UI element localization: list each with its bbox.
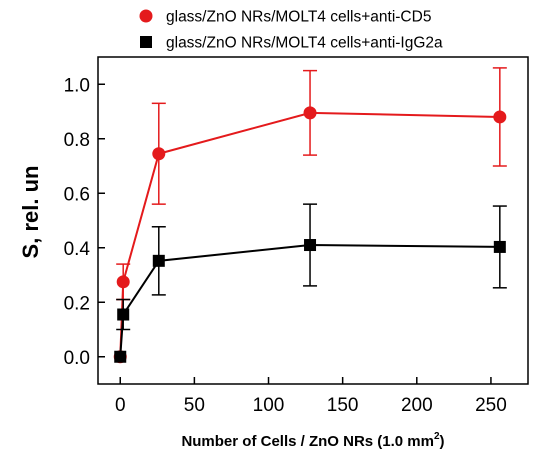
y-axis-label: S, rel. un bbox=[18, 166, 43, 259]
data-point bbox=[493, 240, 506, 253]
data-point bbox=[493, 110, 507, 124]
plot-area-frame bbox=[97, 56, 529, 385]
data-point bbox=[117, 308, 130, 321]
data-point bbox=[304, 239, 317, 252]
legend-label: glass/ZnO NRs/MOLT4 cells+anti-CD5 bbox=[166, 9, 431, 26]
y-tick-label: 0.2 bbox=[64, 293, 90, 314]
y-tick-label: 0.0 bbox=[64, 348, 90, 369]
y-tick-label: 0.6 bbox=[64, 184, 90, 205]
x-axis: 0 50 100 150 200 250 bbox=[115, 377, 507, 416]
x-tick-label: 250 bbox=[475, 395, 507, 416]
x-axis-label-superscript: 2 bbox=[434, 431, 440, 442]
legend-marker bbox=[140, 36, 152, 48]
data-point bbox=[152, 147, 166, 161]
y-tick-label: 1.0 bbox=[64, 75, 90, 96]
legend-label: glass/ZnO NRs/MOLT4 cells+anti-IgG2a bbox=[166, 35, 443, 52]
data-point bbox=[303, 106, 317, 120]
data-point bbox=[114, 350, 127, 363]
y-tick-label: 0.4 bbox=[64, 239, 91, 260]
x-tick-label: 0 bbox=[115, 395, 126, 416]
legend-marker bbox=[139, 9, 153, 23]
data-point bbox=[116, 275, 130, 289]
x-tick-label: 50 bbox=[184, 395, 205, 416]
series-layer bbox=[113, 67, 507, 364]
x-tick-label: 150 bbox=[327, 395, 359, 416]
data-point bbox=[152, 254, 165, 267]
y-tick-label: 0.8 bbox=[64, 130, 90, 151]
y-axis: 0.0 0.2 0.4 0.6 0.8 1.0 bbox=[64, 75, 105, 369]
legend: glass/ZnO NRs/MOLT4 cells+anti-CD5 glass/… bbox=[139, 9, 443, 52]
x-tick-label: 100 bbox=[253, 395, 285, 416]
x-tick-label: 200 bbox=[401, 395, 433, 416]
x-axis-label: Number of Cells / ZnO NRs (1.0 mm2) bbox=[181, 431, 444, 450]
series-2 bbox=[114, 203, 507, 363]
x-axis-label-main: Number of Cells / ZnO NRs (1.0 mm bbox=[181, 433, 434, 450]
series-1 bbox=[113, 67, 507, 364]
x-axis-label-close: ) bbox=[440, 433, 445, 450]
